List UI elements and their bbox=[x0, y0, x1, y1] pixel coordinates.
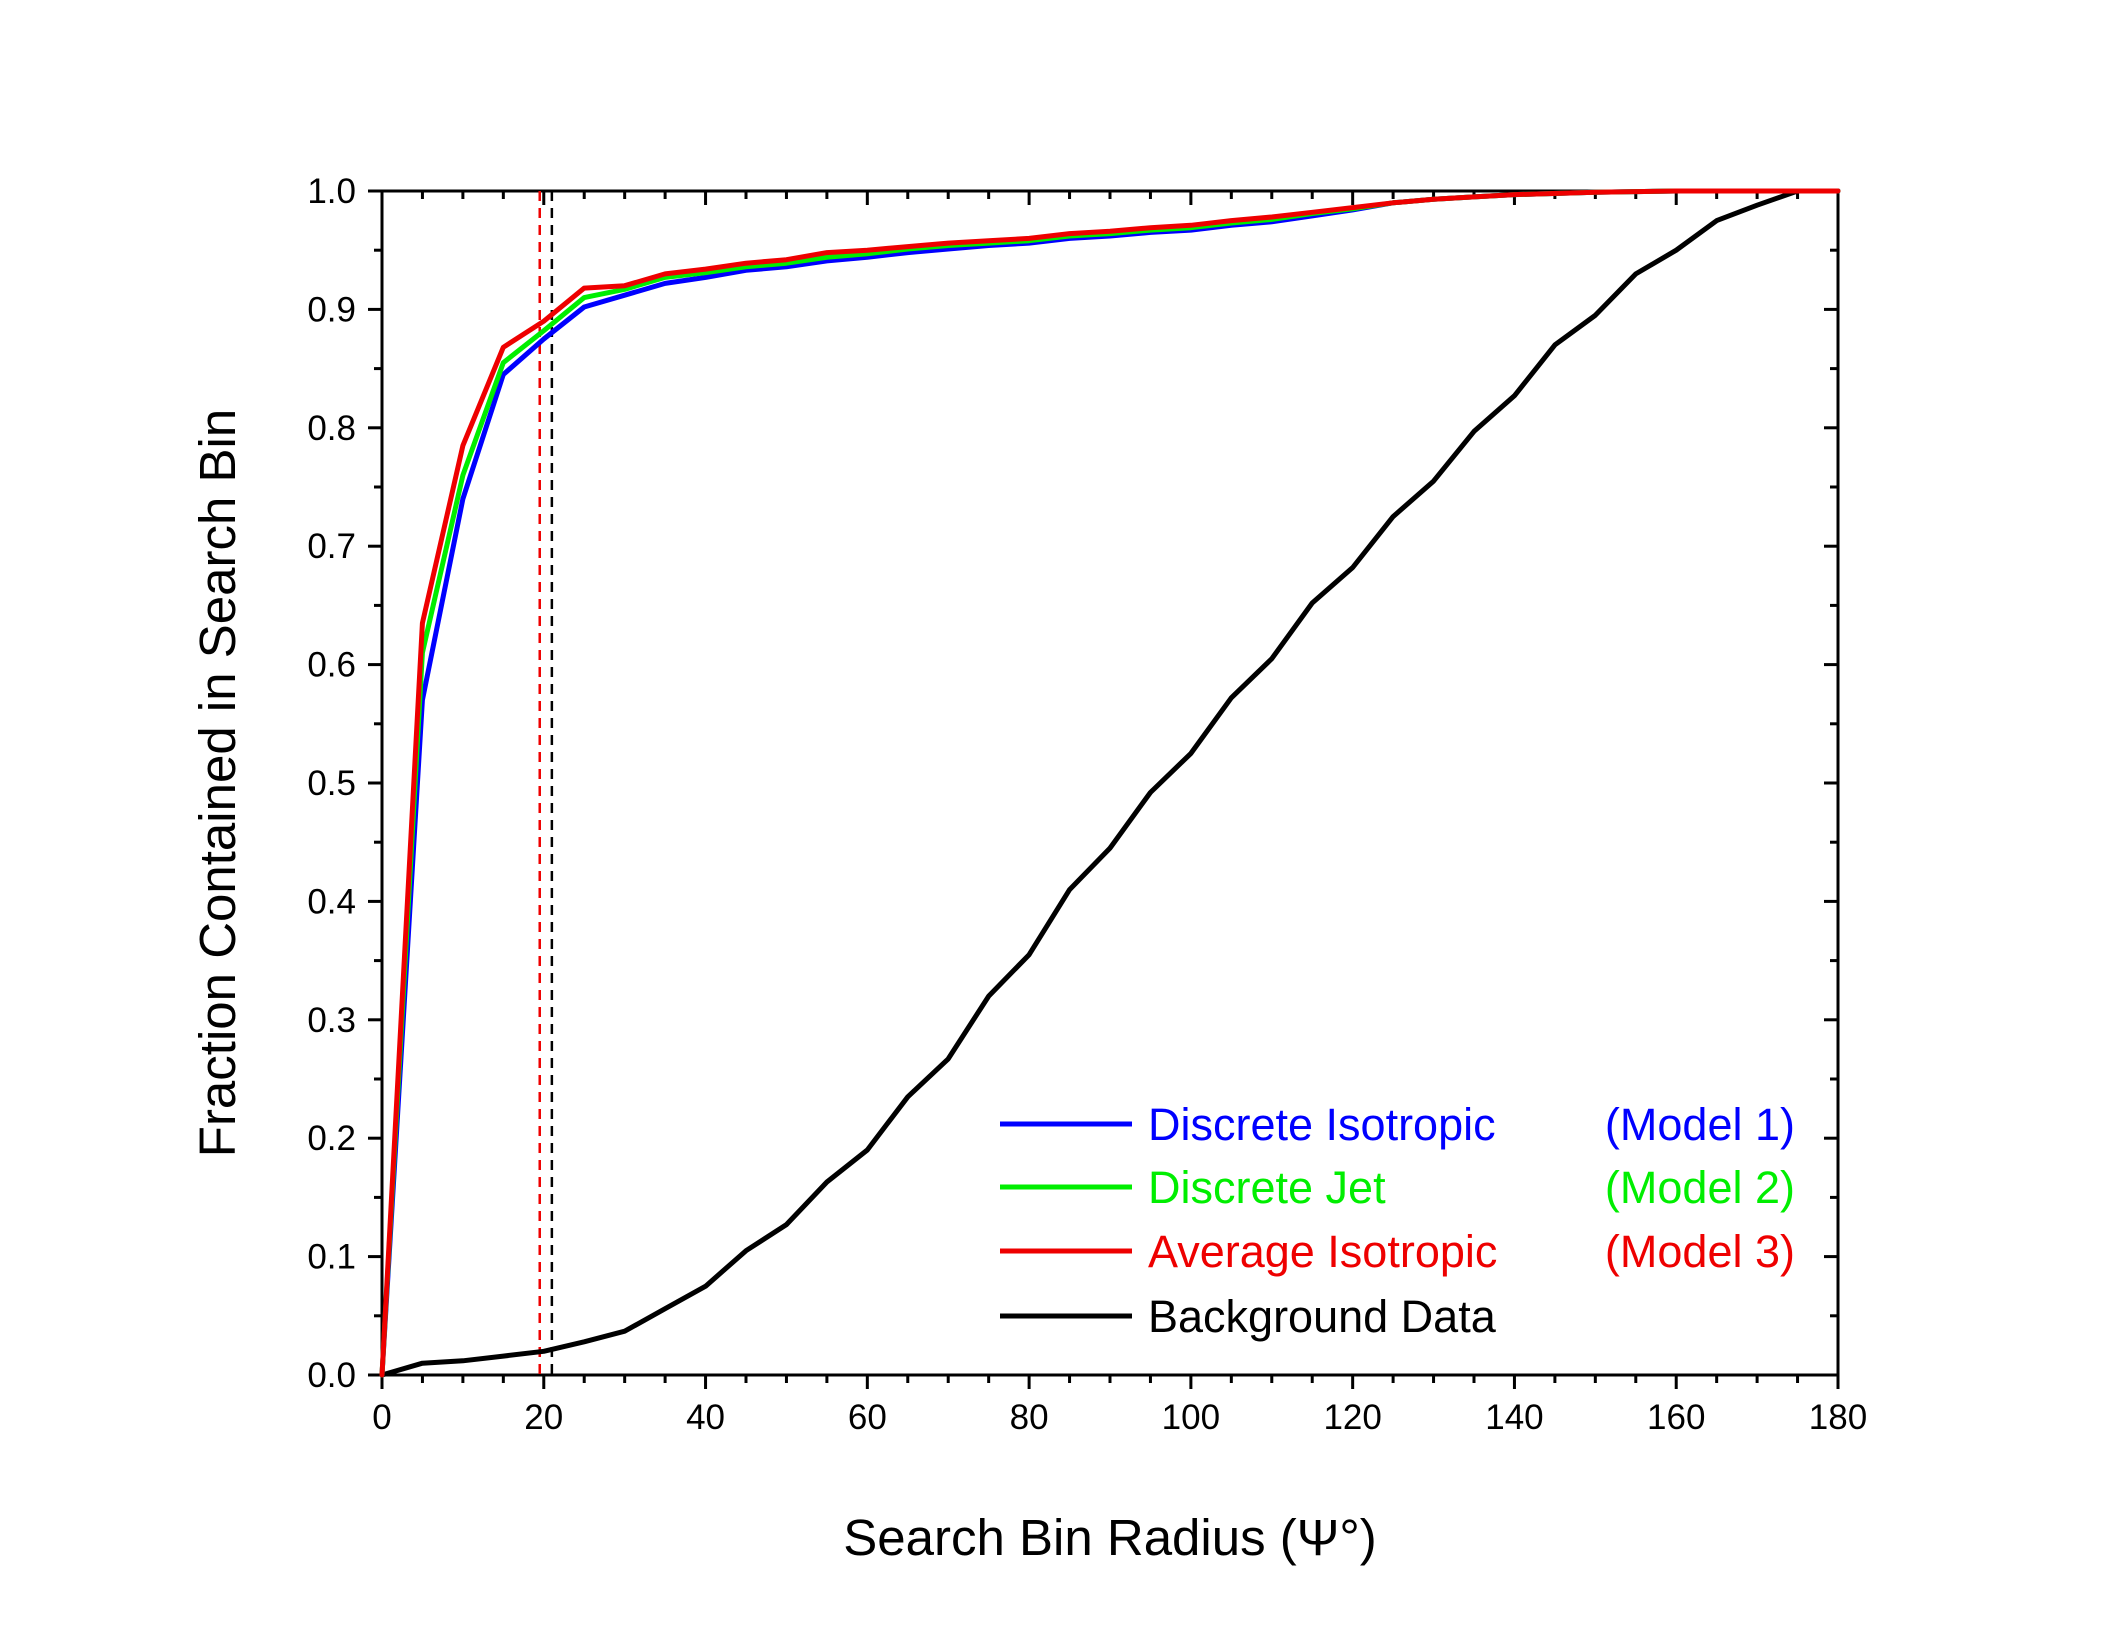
x-tick-label: 20 bbox=[524, 1398, 563, 1437]
y-tick-label: 1.0 bbox=[307, 172, 356, 211]
series-line-background bbox=[379, 188, 1841, 1378]
legend-label-model-1: Discrete Isotropic bbox=[1148, 1099, 1496, 1150]
reference-lines bbox=[538, 191, 554, 1375]
legend-model-2: (Model 2) bbox=[1605, 1162, 1795, 1213]
x-tick-label: 120 bbox=[1323, 1398, 1381, 1437]
legend-label-model-2: Discrete Jet bbox=[1148, 1162, 1386, 1213]
series-line-model-3 bbox=[379, 188, 1841, 1378]
y-tick-label: 0.9 bbox=[307, 290, 356, 329]
legend-model-3: (Model 3) bbox=[1605, 1226, 1795, 1277]
y-tick-label: 0.4 bbox=[307, 882, 356, 921]
y-tick-label: 0.2 bbox=[307, 1119, 356, 1158]
y-tick-label: 0.0 bbox=[307, 1356, 356, 1395]
x-tick-label: 60 bbox=[848, 1398, 887, 1437]
series-layer bbox=[379, 188, 1841, 1378]
y-tick-label: 0.8 bbox=[307, 409, 356, 448]
y-tick-label: 0.6 bbox=[307, 646, 356, 685]
x-tick-label: 0 bbox=[372, 1398, 391, 1437]
y-tick-label: 0.5 bbox=[307, 764, 356, 803]
x-tick-label: 160 bbox=[1647, 1398, 1705, 1437]
y-tick-label: 0.1 bbox=[307, 1238, 356, 1277]
legend-model-1: (Model 1) bbox=[1605, 1099, 1795, 1150]
x-tick-label: 80 bbox=[1010, 1398, 1049, 1437]
axis-ticks bbox=[368, 189, 1840, 1389]
legend: Discrete Isotropic (Model 1) Discrete Je… bbox=[1000, 1099, 1795, 1342]
legend-label-background: Background Data bbox=[1148, 1291, 1497, 1342]
y-axis-title: Fraction Contained in Search Bin bbox=[189, 409, 246, 1157]
x-tick-labels: 0 20 40 60 80 100 120 140 160 180 bbox=[372, 1398, 1867, 1437]
x-tick-label: 100 bbox=[1162, 1398, 1220, 1437]
y-tick-labels: 0.0 0.1 0.2 0.3 0.4 0.5 0.6 0.7 0.8 0.9 1.0 bbox=[307, 172, 356, 1395]
x-tick-label: 140 bbox=[1485, 1398, 1543, 1437]
x-tick-label: 40 bbox=[686, 1398, 725, 1437]
y-tick-label: 0.7 bbox=[307, 527, 356, 566]
x-tick-label: 180 bbox=[1809, 1398, 1867, 1437]
y-tick-label: 0.3 bbox=[307, 1001, 356, 1040]
legend-label-model-3: Average Isotropic bbox=[1148, 1226, 1497, 1277]
x-axis-title: Search Bin Radius (Ψ°) bbox=[843, 1509, 1377, 1566]
